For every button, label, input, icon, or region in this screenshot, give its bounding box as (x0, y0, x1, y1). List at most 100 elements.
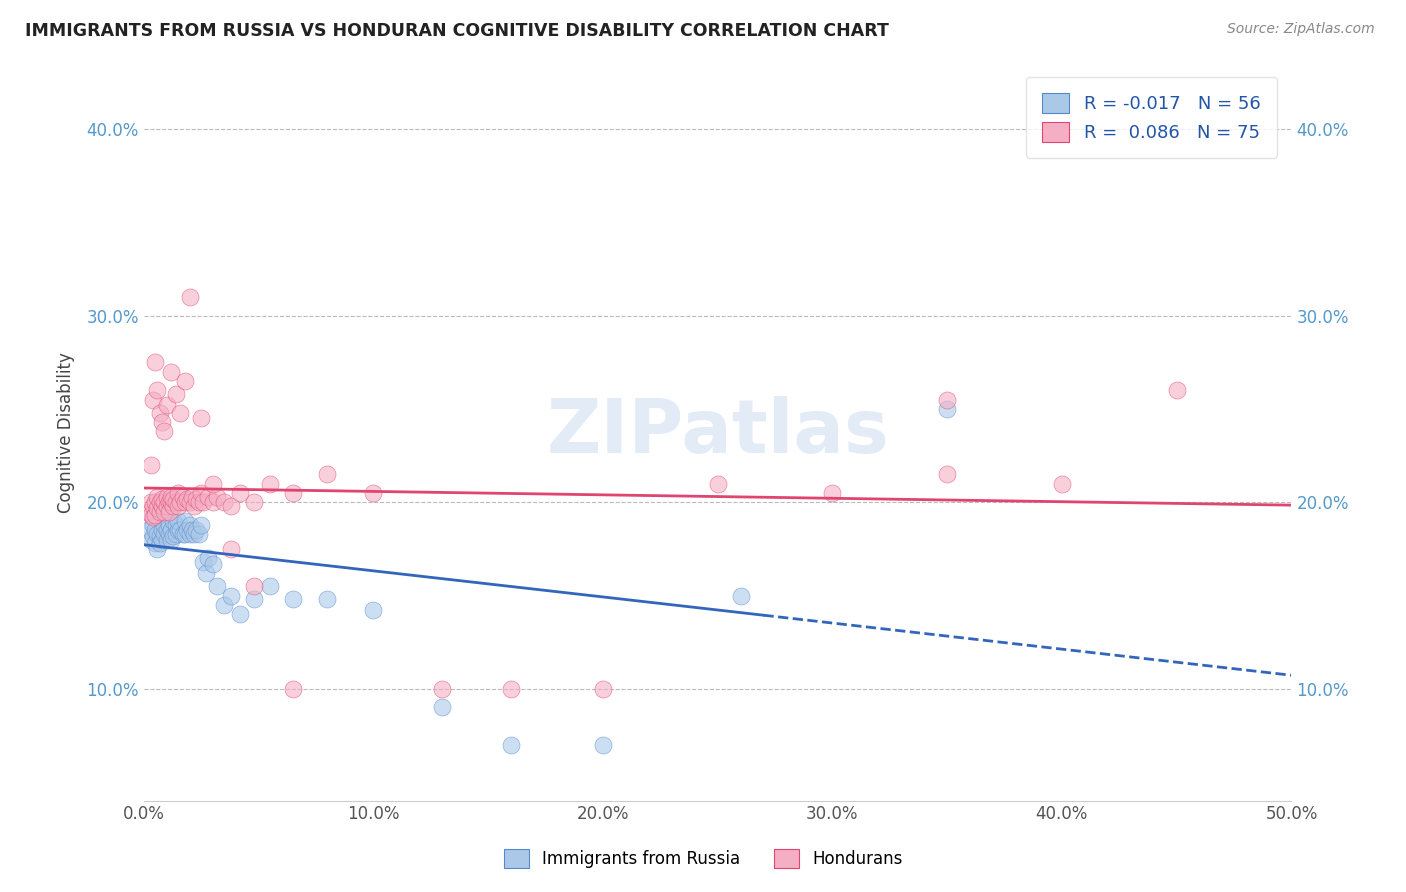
Point (281, 592, 304, 607)
Point (143, 355, 166, 369)
Point (155, 398, 177, 412)
Point (205, 579, 228, 593)
Point (259, 579, 281, 593)
Point (176, 491, 198, 506)
Point (936, 402, 959, 417)
Point (155, 499, 177, 513)
Point (229, 607, 252, 622)
Legend: R = -0.017   N = 56, R =  0.086   N = 75: R = -0.017 N = 56, R = 0.086 N = 75 (1026, 77, 1277, 158)
Point (190, 486, 212, 500)
Point (162, 529, 184, 543)
Point (146, 490, 169, 504)
Point (243, 579, 266, 593)
Point (167, 486, 190, 500)
Point (172, 490, 194, 504)
Point (142, 510, 165, 524)
Point (153, 495, 176, 509)
Point (150, 415, 173, 429)
Point (165, 527, 187, 541)
Point (172, 527, 194, 541)
Text: IMMIGRANTS FROM RUSSIA VS HONDURAN COGNITIVE DISABILITY CORRELATION CHART: IMMIGRANTS FROM RUSSIA VS HONDURAN COGNI… (25, 22, 889, 40)
Point (316, 467, 339, 482)
Point (174, 495, 197, 509)
Point (180, 523, 202, 537)
Point (142, 529, 165, 543)
Point (162, 514, 184, 528)
Point (592, 738, 614, 752)
Point (1166, 384, 1188, 398)
Point (179, 517, 201, 532)
Point (361, 603, 384, 617)
Point (167, 514, 190, 528)
Point (162, 499, 184, 513)
Legend: Immigrants from Russia, Hondurans: Immigrants from Russia, Hondurans (498, 843, 908, 875)
Point (259, 476, 281, 491)
Point (167, 523, 190, 537)
Point (143, 536, 166, 550)
Point (430, 700, 453, 714)
Point (243, 592, 266, 607)
Point (169, 495, 191, 509)
Point (179, 527, 201, 541)
Point (193, 555, 215, 569)
Point (157, 527, 180, 541)
Point (139, 458, 162, 472)
Point (281, 681, 304, 696)
Y-axis label: Cognitive Disability: Cognitive Disability (58, 352, 75, 513)
Point (821, 486, 844, 500)
Point (149, 505, 172, 519)
Point (190, 517, 212, 532)
Point (183, 527, 205, 541)
Point (142, 517, 165, 532)
Point (136, 505, 159, 519)
Point (229, 486, 252, 500)
Point (155, 533, 177, 547)
Point (592, 681, 614, 696)
Text: Source: ZipAtlas.com: Source: ZipAtlas.com (1227, 22, 1375, 37)
Point (174, 514, 197, 528)
Point (197, 551, 219, 566)
Point (167, 499, 190, 513)
Point (150, 499, 173, 513)
Point (499, 681, 522, 696)
Point (165, 387, 187, 401)
Point (165, 495, 187, 509)
Text: ZIPatlas: ZIPatlas (547, 396, 889, 469)
Point (180, 490, 202, 504)
Point (157, 517, 180, 532)
Point (153, 527, 176, 541)
Point (219, 589, 242, 603)
Point (186, 523, 208, 537)
Point (174, 374, 197, 388)
Point (150, 523, 173, 537)
Point (165, 517, 187, 532)
Point (146, 541, 169, 556)
Point (201, 495, 224, 509)
Point (730, 589, 752, 603)
Point (194, 566, 217, 581)
Point (169, 523, 191, 537)
Point (142, 499, 165, 513)
Point (146, 500, 169, 515)
Point (153, 517, 176, 532)
Point (936, 392, 959, 407)
Point (193, 495, 215, 509)
Point (149, 529, 172, 543)
Point (146, 384, 169, 398)
Point (149, 536, 172, 550)
Point (139, 508, 162, 523)
Point (153, 505, 176, 519)
Point (160, 490, 183, 504)
Point (160, 533, 183, 547)
Point (201, 557, 224, 571)
Point (146, 527, 169, 541)
Point (157, 495, 180, 509)
Point (706, 476, 728, 491)
Point (160, 523, 183, 537)
Point (139, 495, 162, 509)
Point (183, 499, 205, 513)
Point (150, 491, 173, 506)
Point (212, 598, 235, 612)
Point (430, 681, 453, 696)
Point (936, 467, 959, 482)
